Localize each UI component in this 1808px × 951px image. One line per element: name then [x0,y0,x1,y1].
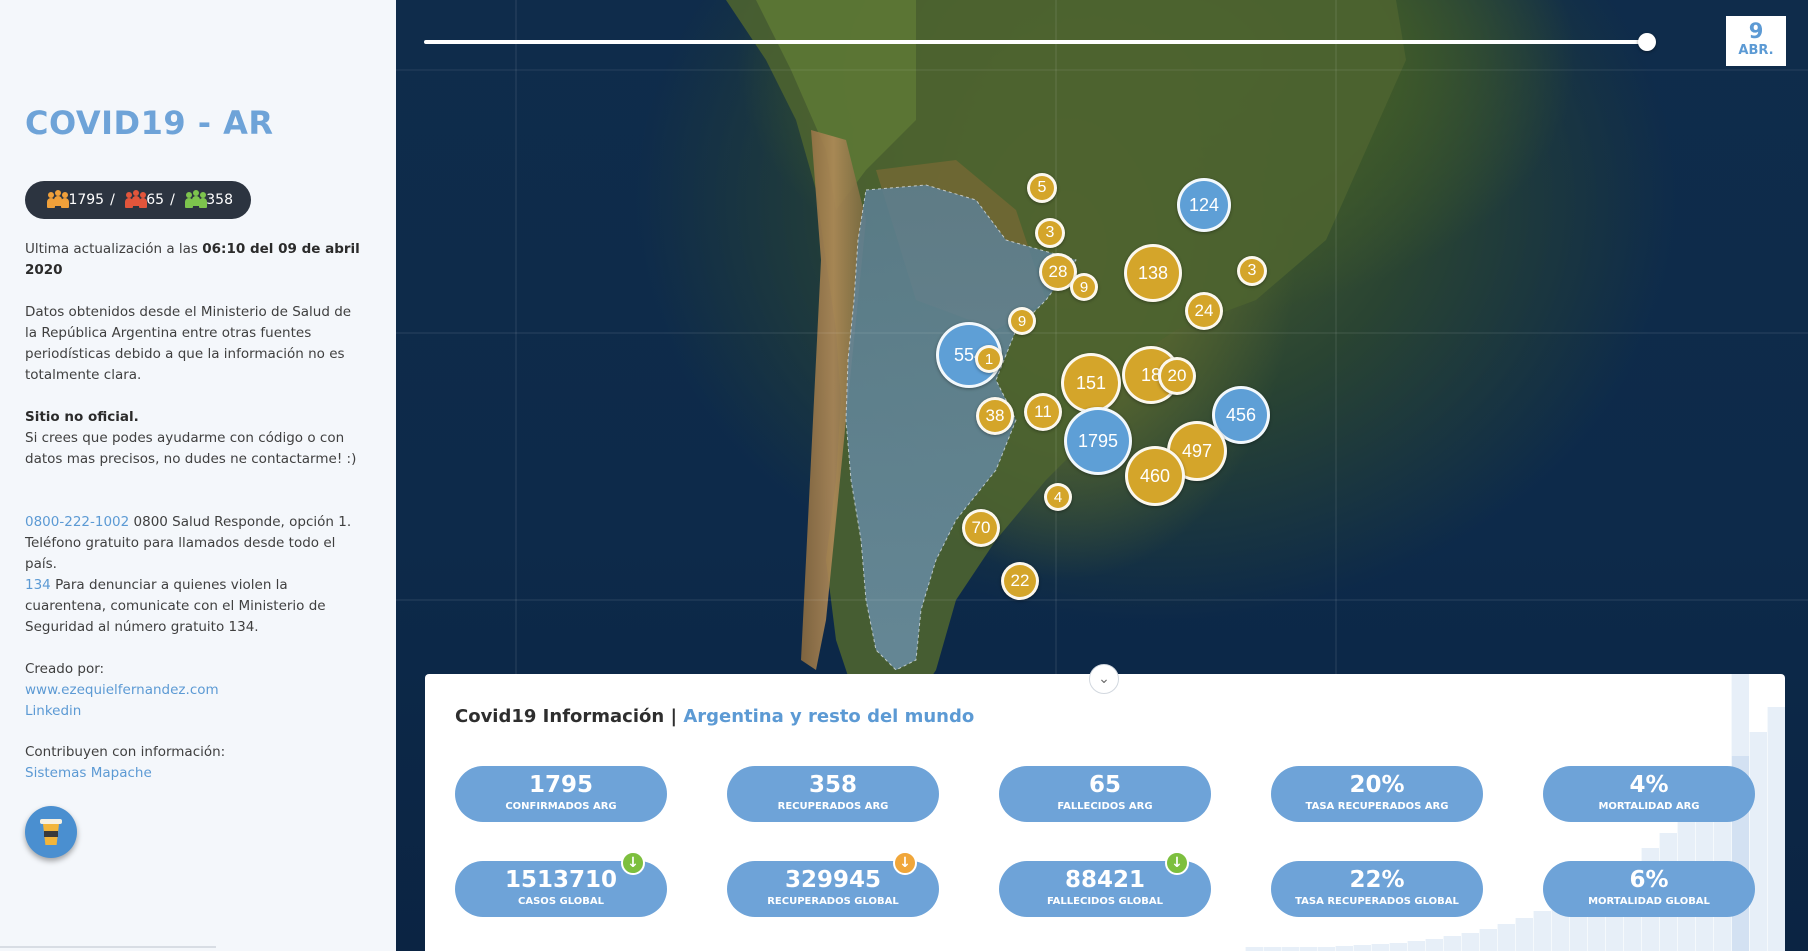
map-cluster-marker[interactable]: 460 [1125,446,1185,506]
current-date-badge: 9 ABR. [1726,16,1786,66]
data-source-text: Datos obtenidos desde el Ministerio de S… [25,304,352,383]
background-bar [1515,918,1533,951]
background-bar [1263,947,1281,951]
timeline-slider-handle[interactable] [1638,33,1656,51]
contributor-link[interactable]: Sistemas Mapache [25,765,152,781]
map-cluster-marker[interactable]: 38 [976,397,1014,435]
map-cluster-marker[interactable]: 70 [962,509,1000,547]
phone-link[interactable]: 0800-222-1002 [25,514,130,530]
info-panel-subtitle: Argentina y resto del mundo [683,706,975,727]
map-cluster-marker[interactable]: 138 [1124,244,1182,302]
stat-confirmed-arg: 1795 CONFIRMADOS ARG [455,766,667,822]
linkedin-link[interactable]: Linkedin [25,703,82,719]
arrow-down-icon: ↓ [893,851,917,875]
map-cluster-marker[interactable]: 9 [1008,307,1036,335]
map-cluster-marker[interactable]: 151 [1061,353,1121,413]
map-cluster-marker[interactable]: 4 [1044,483,1072,511]
background-bar [1371,944,1389,951]
background-bar [1497,924,1515,951]
map-cluster-marker[interactable]: 124 [1177,178,1231,232]
sidebar-bottom-divider [0,946,216,948]
recovered-count: 358 [206,192,233,208]
chevron-down-icon: ⌄ [1098,671,1110,687]
map-cluster-marker[interactable]: 5 [1027,173,1057,203]
info-panel: Covid19 Información | Argentina y resto … [425,674,1785,951]
buy-me-coffee-button[interactable] [25,806,77,858]
background-bar [1443,936,1461,951]
background-bar [1335,946,1353,951]
deaths-count: 65 [146,192,165,208]
background-bar [1389,943,1407,951]
unofficial-title: Sitio no oficial. [25,409,139,425]
background-bar [1767,707,1785,951]
stats-summary-pill: 1795 / 65 / 358 [25,181,251,219]
background-bar [1533,911,1551,951]
background-bar [1407,941,1425,951]
contributors-label: Contribuyen con información: [25,744,226,760]
contributors: Contribuyen con información: Sistemas Ma… [25,742,365,784]
stat-recovered-arg: 358 RECUPERADOS ARG [727,766,939,822]
stat-recovery-rate-arg: 20% TASA RECUPERADOS ARG [1271,766,1483,822]
stat-mortality-global: 6% MORTALIDAD GLOBAL [1543,861,1755,917]
stat-recovery-rate-global: 22% TASA RECUPERADOS GLOBAL [1271,861,1483,917]
map-background [396,0,1808,951]
credits: Creado por: www.ezequielfernandez.com Li… [25,659,365,722]
last-update-text: Ultima actualización a las 06:10 del 09 … [25,241,360,278]
author-website-link[interactable]: www.ezequielfernandez.com [25,682,219,698]
coffee-cup-icon [40,819,62,845]
arrow-down-icon: ↓ [621,851,645,875]
timeline-slider-track[interactable] [424,40,1648,44]
stat-deaths-global: 88421 FALLECIDOS GLOBAL ↓ [999,851,1211,917]
map-cluster-marker[interactable]: 22 [1001,562,1039,600]
last-update-datetime: 06:10 del 09 de abril 2020 [25,241,360,278]
map-cluster-marker[interactable]: 3 [1237,256,1267,286]
background-bar [1299,947,1317,951]
app-title: COVID19 - AR [25,104,274,142]
background-bar [1317,947,1335,951]
background-bar [1749,732,1767,951]
map-cluster-marker[interactable]: 9 [1070,273,1098,301]
recovered-people-icon [184,190,207,208]
map-cluster-marker[interactable]: 3 [1035,218,1065,248]
background-bar [1479,929,1497,951]
phone-info: 0800-222-1002 0800 Salud Responde, opció… [25,514,352,635]
arrow-down-icon: ↓ [1165,851,1189,875]
date-day: 9 [1748,19,1764,43]
map-cluster-marker[interactable]: 456 [1212,386,1270,444]
background-bar [1425,939,1443,951]
stat-mortality-arg: 4% MORTALIDAD ARG [1543,766,1755,822]
date-month: ABR. [1738,43,1774,58]
background-bar [1245,947,1263,951]
collapse-panel-button[interactable]: ⌄ [1089,664,1119,694]
stat-recovered-global: 329945 RECUPERADOS GLOBAL ↓ [727,851,939,917]
sidebar: COVID19 - AR 1795 / 65 / 358 Ultima actu… [0,0,396,951]
unofficial-notice: Sitio no oficial. Si crees que podes ayu… [25,409,357,467]
stat-cases-global: 1513710 CASOS GLOBAL ↓ [455,851,667,917]
security-phone-link[interactable]: 134 [25,577,51,593]
confirmed-people-icon [47,190,69,208]
deaths-people-icon [124,190,147,208]
map-cluster-marker[interactable]: 1795 [1064,407,1132,475]
map-cluster-marker[interactable]: 11 [1024,393,1062,431]
stat-deaths-arg: 65 FALLECIDOS ARG [999,766,1211,822]
background-bar [1353,945,1371,951]
map-cluster-marker[interactable]: 1 [975,345,1003,373]
map-cluster-marker[interactable]: 24 [1185,292,1223,330]
confirmed-count: 1795 [68,192,105,208]
info-panel-title: Covid19 Información | Argentina y resto … [455,706,975,727]
background-bar [1461,933,1479,951]
created-by-label: Creado por: [25,661,105,677]
map-cluster-marker[interactable]: 20 [1158,357,1196,395]
background-bar [1281,947,1299,951]
